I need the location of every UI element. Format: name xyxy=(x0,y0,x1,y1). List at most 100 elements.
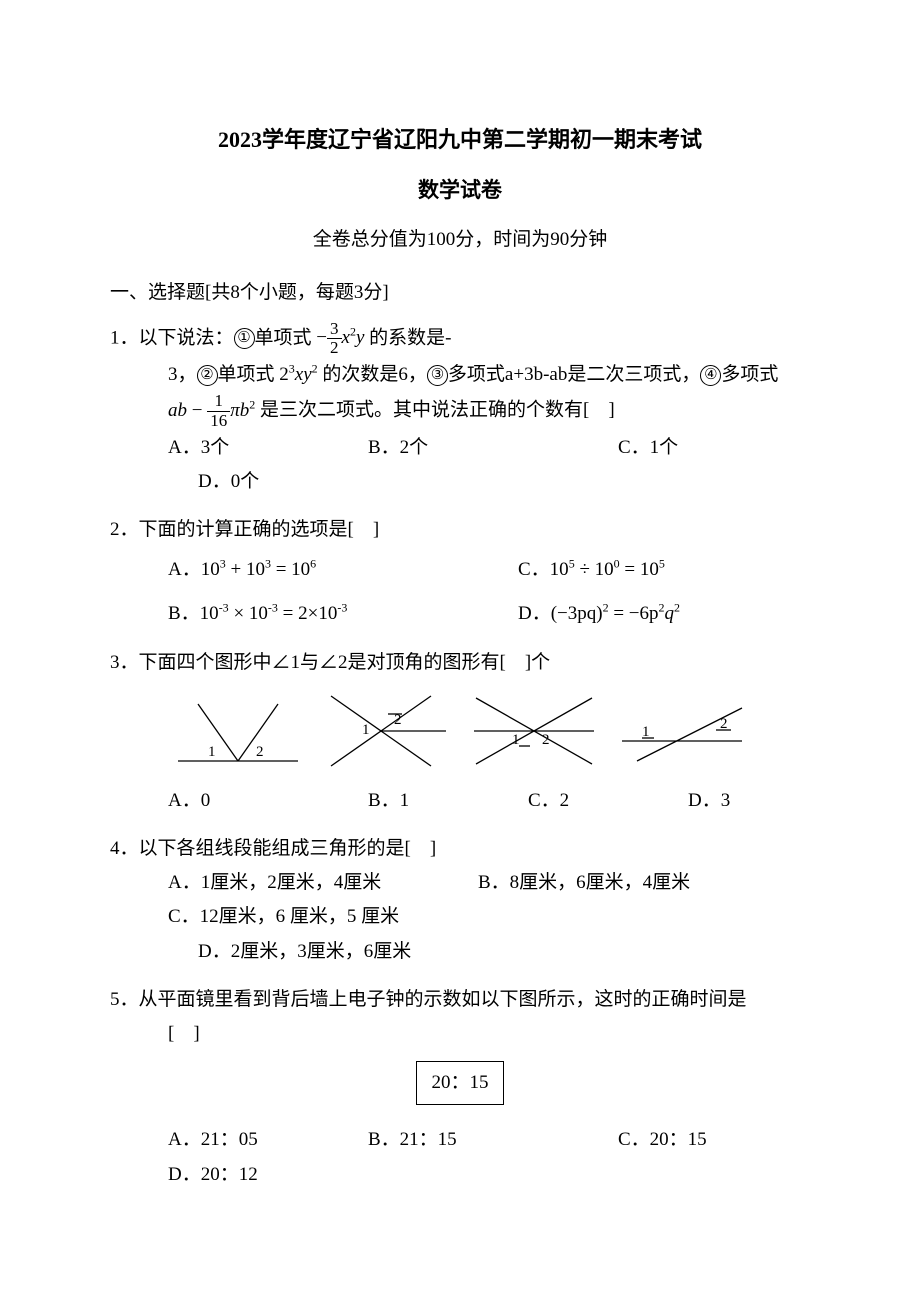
q4-row3: D．2厘米，3厘米，6厘米 xyxy=(198,935,810,969)
q4-row1: A．1厘米，2厘米，4厘米 B．8厘米，6厘米，4厘米 xyxy=(168,866,810,900)
t: q xyxy=(665,603,675,624)
q5-stem: 5．从平面镜里看到背后墙上电子钟的示数如以下图所示，这时的正确时间是 xyxy=(110,983,810,1017)
e: -3 xyxy=(337,601,347,615)
numer: 3 xyxy=(327,320,342,340)
q5-row1: A．21：05 B．21：15 C．20：15 xyxy=(168,1123,810,1157)
option-d: D．3 xyxy=(688,784,730,818)
q1-text: 1．以下说法： xyxy=(110,327,234,348)
denom: 2 xyxy=(327,339,342,358)
q3-options: A．0 B．1 C．2 D．3 xyxy=(168,784,810,818)
exp: 2 xyxy=(249,398,255,412)
q1-text: 多项式a+3b-ab是二次三项式， xyxy=(448,364,700,385)
q1-text: 的次数是6， xyxy=(322,364,427,385)
neg: − xyxy=(316,327,327,348)
e: 2 xyxy=(674,601,680,615)
var: y xyxy=(356,327,364,348)
fraction: 116 xyxy=(207,392,230,430)
e: -3 xyxy=(219,601,229,615)
option-c: C．105 ÷ 100 = 105 xyxy=(518,553,665,587)
option-d: D．(−3pq)2 = −6p2q2 xyxy=(518,597,680,631)
circled-3: ③ xyxy=(427,365,448,386)
option-d: D．0个 xyxy=(198,471,259,492)
q1-line3: ab − 116πb2 是三次二项式。其中说法正确的个数有[ ] xyxy=(168,392,810,430)
question-1: 1．以下说法：①单项式 −32x2y 的系数是- 3，②单项式 23xy2 的次… xyxy=(110,320,810,499)
t: C．10 xyxy=(518,559,569,580)
t: D．(−3pq) xyxy=(518,603,603,624)
figure-row: 1 2 1 2 1 2 1 2 xyxy=(168,686,752,776)
q5-bracket: [ ] xyxy=(168,1017,810,1051)
q2-stem: 2．下面的计算正确的选项是[ ] xyxy=(110,513,810,547)
t: = 10 xyxy=(620,559,659,580)
question-5: 5．从平面镜里看到背后墙上电子钟的示数如以下图所示，这时的正确时间是 [ ] 2… xyxy=(110,983,810,1192)
option-b: B．10-3 × 10-3 = 2×10-3 xyxy=(168,597,518,631)
option-a: A．0 xyxy=(168,784,368,818)
clock-display: 20：15 xyxy=(110,1061,810,1105)
q1-text: 单项式 xyxy=(255,327,312,348)
q4-stem: 4．以下各组线段能组成三角形的是[ ] xyxy=(110,832,810,866)
q4-row2: C．12厘米，6 厘米，5 厘米 xyxy=(168,900,810,934)
q1-line2: 3，②单项式 23xy2 的次数是6，③多项式a+3b-ab是二次三项式，④多项… xyxy=(168,358,810,392)
t: × 10 xyxy=(229,603,268,624)
monomial-2: 23xy2 xyxy=(279,364,317,385)
figure-1: 1 2 xyxy=(168,686,308,776)
fraction: 32 xyxy=(327,320,342,358)
option-a: A．21：05 xyxy=(168,1123,368,1157)
var: x xyxy=(342,327,350,348)
e: 5 xyxy=(659,557,665,571)
option-d: D．20：12 xyxy=(168,1164,258,1185)
svg-text:1: 1 xyxy=(208,744,216,760)
svg-text:2: 2 xyxy=(256,744,264,760)
option-b: B．2个 xyxy=(368,431,618,465)
svg-text:1: 1 xyxy=(362,722,370,738)
option-c: C．1个 xyxy=(618,431,678,465)
q1-text: 3， xyxy=(168,364,197,385)
question-4: 4．以下各组线段能组成三角形的是[ ] A．1厘米，2厘米，4厘米 B．8厘米，… xyxy=(110,832,810,969)
denom: 16 xyxy=(207,412,230,431)
q1-text: 的系数是- xyxy=(369,327,451,348)
clock-box: 20：15 xyxy=(416,1061,503,1105)
minus: − xyxy=(192,400,203,421)
q5-row2: D．20：12 xyxy=(168,1158,810,1192)
numer: 1 xyxy=(207,392,230,412)
q1-options-row2: D．0个 xyxy=(198,465,810,499)
figure-2: 1 2 xyxy=(316,686,456,776)
t: ÷ 10 xyxy=(575,559,614,580)
q2-row1: A．103 + 103 = 106 C．105 ÷ 100 = 105 xyxy=(168,553,810,587)
option-b: B．8厘米，6厘米，4厘米 xyxy=(478,866,690,900)
var: πb xyxy=(230,400,249,421)
figure-3: 1 2 xyxy=(464,686,604,776)
circled-4: ④ xyxy=(700,365,721,386)
svg-text:1: 1 xyxy=(512,732,520,748)
q1-text: 是三次二项式。其中说法正确的个数有[ ] xyxy=(260,400,615,421)
exam-title: 2023学年度辽宁省辽阳九中第二学期初一期末考试 xyxy=(110,120,810,160)
q3-stem: 3．下面四个图形中∠1与∠2是对顶角的图形有[ ]个 xyxy=(110,646,810,680)
e: -3 xyxy=(268,601,278,615)
t: = 2×10 xyxy=(278,603,337,624)
option-a: A．103 + 103 = 106 xyxy=(168,553,518,587)
exp: 2 xyxy=(312,362,318,376)
var: xy xyxy=(295,364,312,385)
t: = 10 xyxy=(271,559,310,580)
figure-4: 1 2 xyxy=(612,686,752,776)
t: A．10 xyxy=(168,559,220,580)
option-d: D．2厘米，3厘米，6厘米 xyxy=(198,941,411,962)
circled-2: ② xyxy=(197,365,218,386)
exam-subtitle: 数学试卷 xyxy=(110,172,810,210)
question-2: 2．下面的计算正确的选项是[ ] A．103 + 103 = 106 C．10 5… xyxy=(110,513,810,632)
q1-line1: 1．以下说法：①单项式 −32x2y 的系数是- xyxy=(110,320,810,358)
option-a: A．3个 xyxy=(168,431,368,465)
q1-options-row1: A．3个 B．2个 C．1个 xyxy=(168,431,810,465)
q1-text: 多项式 xyxy=(721,364,778,385)
exam-info: 全卷总分值为100分，时间为90分钟 xyxy=(110,223,810,257)
q1-text: 单项式 xyxy=(218,364,275,385)
option-b: B．1 xyxy=(368,784,528,818)
e: 6 xyxy=(310,557,316,571)
base: 2 xyxy=(279,364,289,385)
svg-text:2: 2 xyxy=(542,732,550,748)
option-c: C．12厘米，6 厘米，5 厘米 xyxy=(168,906,399,927)
q2-row2: B．10-3 × 10-3 = 2×10-3 D．(−3pq)2 = −6p2q… xyxy=(168,597,810,631)
t: + 10 xyxy=(226,559,265,580)
var: ab xyxy=(168,400,187,421)
option-a: A．1厘米，2厘米，4厘米 xyxy=(168,866,478,900)
section-heading: 一、选择题[共8个小题，每题3分] xyxy=(110,276,810,310)
